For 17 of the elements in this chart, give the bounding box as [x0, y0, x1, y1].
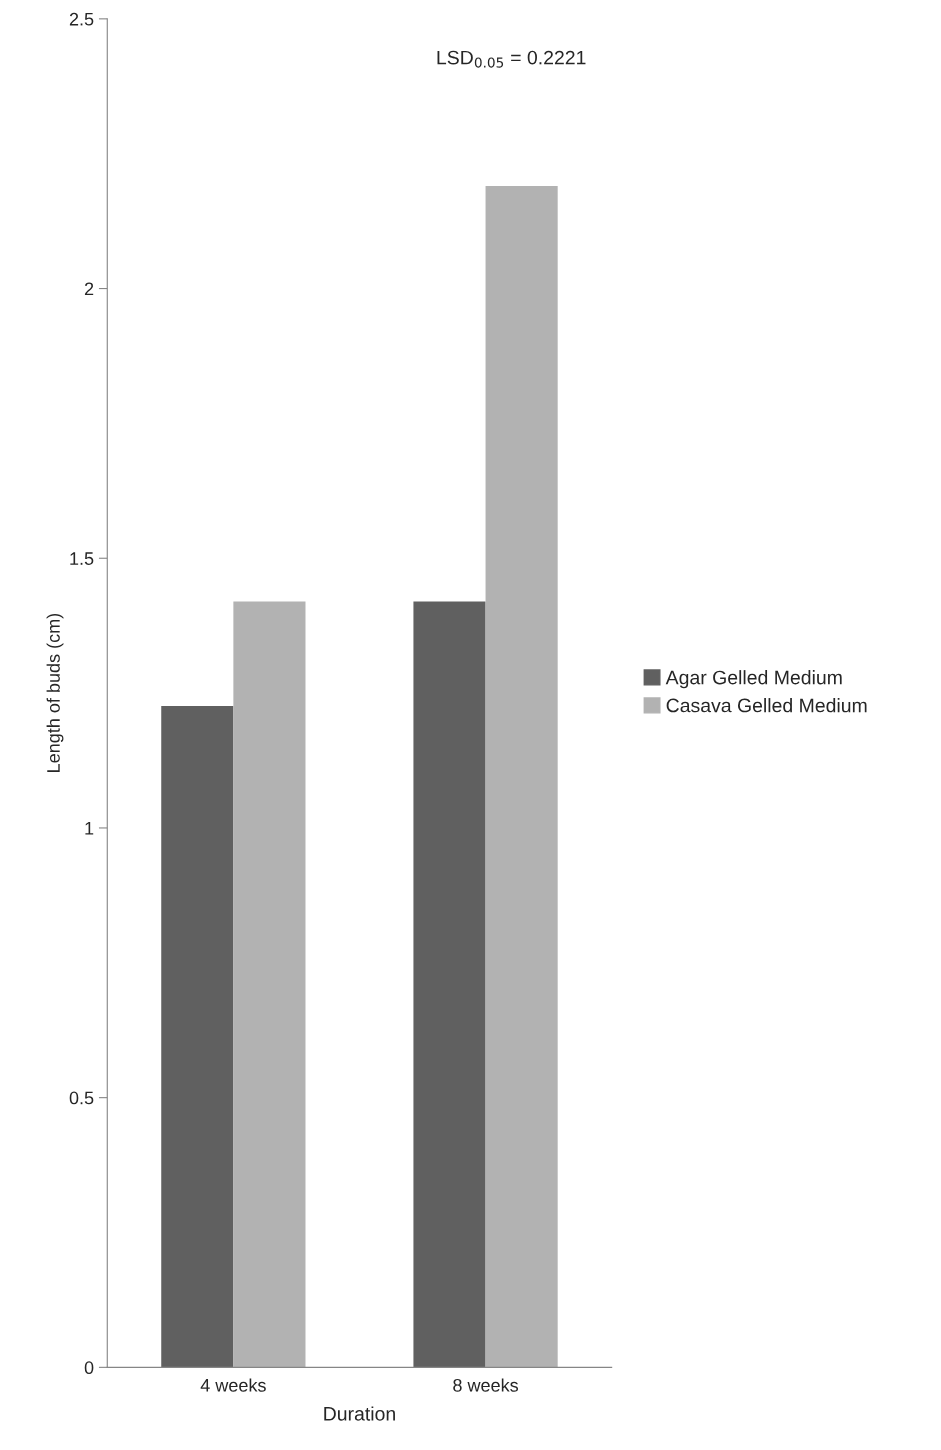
legend-label: Agar Gelled Medium [665, 670, 842, 689]
y-tick-label: 1.5 [70, 552, 94, 565]
y-tick-label: 2.5 [69, 12, 94, 26]
bar [233, 601, 306, 1368]
bar [413, 601, 486, 1368]
x-tick-label: 4 weeks [200, 1378, 266, 1392]
bar [161, 706, 234, 1368]
bar [485, 186, 558, 1368]
y-tick-label: 1 [85, 822, 94, 835]
y-tick-label: 0.5 [69, 1091, 94, 1105]
y-tick-label: 2 [84, 282, 94, 296]
legend-label: Casava Gelled Medium [666, 698, 867, 713]
y-axis-title: Length of buds (cm) [46, 613, 64, 772]
x-axis-title: Duration [324, 1406, 395, 1421]
annotation: LSD$_{0.05}$ = 0.2221 [437, 50, 586, 68]
y-tick-label: 0 [84, 1361, 94, 1375]
x-tick-label: 8 weeks [453, 1378, 519, 1392]
